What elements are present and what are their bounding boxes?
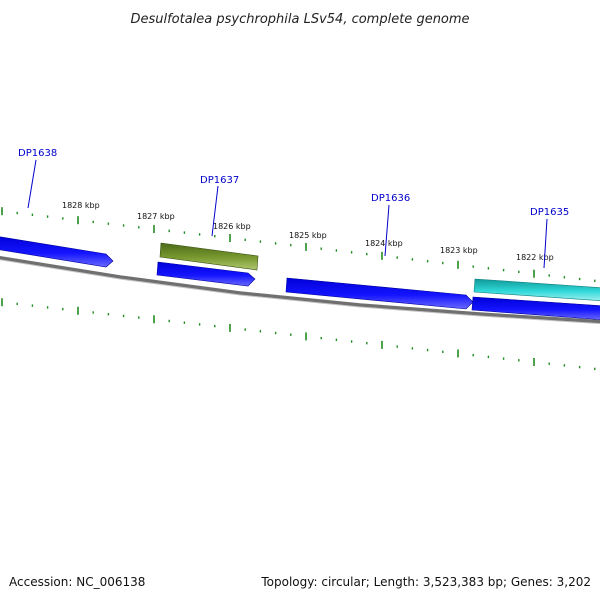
inner-scale-ticks (1, 298, 596, 371)
gene-label-dp1637[interactable]: DP1637 (200, 175, 239, 186)
gene-arrow-dp1635[interactable] (473, 278, 600, 301)
kbp-label-1824: 1824 kbp (365, 239, 403, 248)
kbp-labels: 1828 kbp 1827 kbp 1826 kbp 1825 kbp 1824… (62, 201, 554, 262)
genome-backbone-highlight (0, 259, 600, 325)
gene-arrow-dp1637[interactable] (159, 242, 259, 271)
gene-track (0, 236, 600, 320)
kbp-label-1822: 1822 kbp (516, 253, 554, 262)
callout-line-dp1636 (384, 204, 390, 257)
callout-line-dp1637 (211, 185, 219, 237)
gene-label-dp1635[interactable]: DP1635 (530, 207, 569, 218)
callout-line-dp1638 (27, 159, 37, 209)
gene-arrow-dp1636[interactable] (285, 277, 474, 310)
gene-arrow-dp1635-lower[interactable] (471, 296, 600, 320)
genome-summary-text: Topology: circular; Length: 3,523,383 bp… (260, 575, 591, 589)
kbp-label-1823: 1823 kbp (440, 246, 478, 255)
kbp-label-1827: 1827 kbp (137, 212, 175, 221)
kbp-label-1825: 1825 kbp (289, 231, 327, 240)
outer-scale-ticks (1, 207, 596, 282)
gene-labels: DP1638 DP1637 DP1636 DP1635 (18, 148, 569, 218)
genome-backbone (0, 256, 600, 324)
gene-label-dp1638[interactable]: DP1638 (18, 148, 57, 159)
kbp-label-1826: 1826 kbp (213, 222, 251, 231)
gene-label-dp1636[interactable]: DP1636 (371, 193, 410, 204)
kbp-label-1828: 1828 kbp (62, 201, 100, 210)
gene-arrow-dp1638[interactable] (0, 236, 114, 268)
map-title: Desulfotalea psychrophila LSv54, complet… (130, 12, 469, 27)
gene-arrow-dp1637-lower[interactable] (156, 261, 256, 287)
accession-text: Accession: NC_006138 (9, 575, 145, 589)
gene-callouts (27, 159, 548, 269)
callout-line-dp1635 (543, 218, 548, 269)
